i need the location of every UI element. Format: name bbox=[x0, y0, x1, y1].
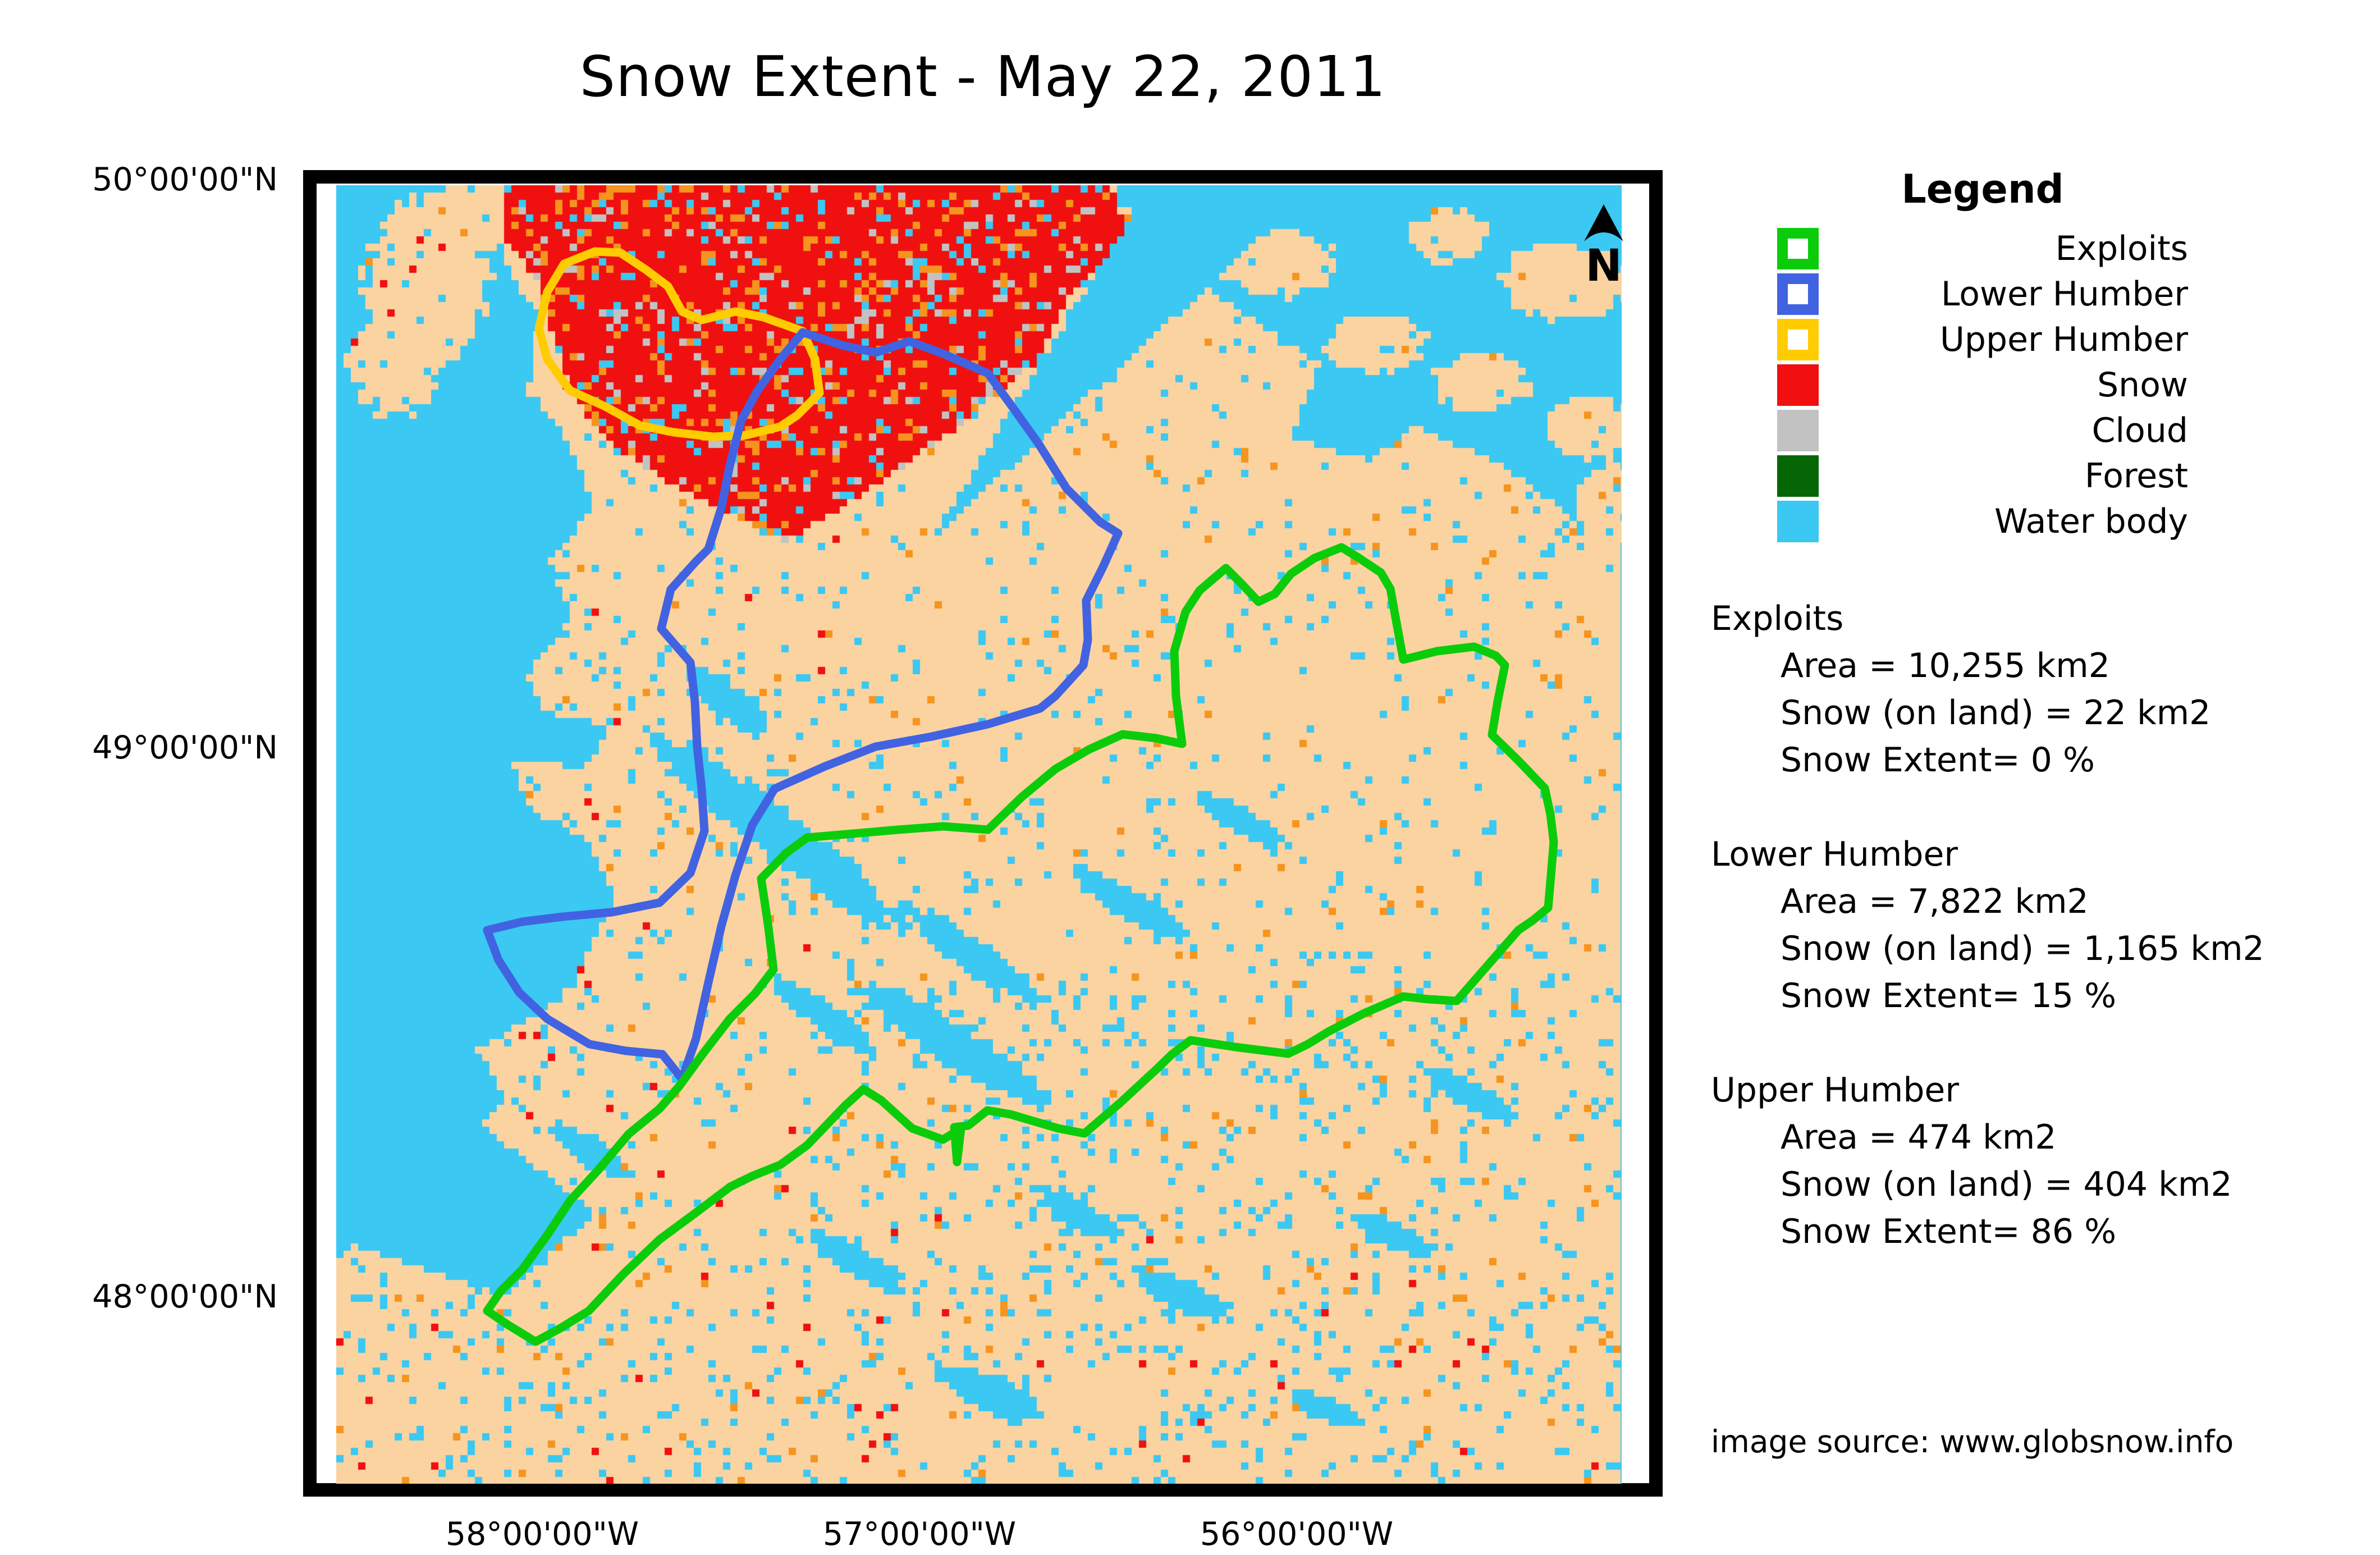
legend-item-label: Upper Humber bbox=[1939, 320, 2188, 359]
legend-item-label: Lower Humber bbox=[1940, 275, 2188, 314]
lon-label-56w: 56°00'00"W bbox=[1200, 1516, 1394, 1553]
legend-title: Legend bbox=[1901, 166, 2064, 212]
legend-swatch-forest bbox=[1777, 455, 1819, 497]
stats-block-upper-humber: Upper Humber Area = 474 km2 Snow (on lan… bbox=[1711, 1067, 2373, 1255]
legend-item-label: Forest bbox=[2084, 456, 2188, 496]
page-title: Snow Extent - May 22, 2011 bbox=[579, 44, 1386, 109]
legend-swatch-exploits bbox=[1777, 228, 1819, 269]
stats-line: Area = 7,822 km2 bbox=[1781, 882, 2089, 921]
lat-label-49n: 49°00'00"N bbox=[92, 729, 278, 766]
stats-block-lower-humber: Lower Humber Area = 7,822 km2 Snow (on l… bbox=[1711, 831, 2373, 1019]
legend-swatch-water bbox=[1777, 501, 1819, 542]
stats-block-exploits: Exploits Area = 10,255 km2 Snow (on land… bbox=[1711, 595, 2373, 784]
stats-header: Upper Humber bbox=[1711, 1071, 1960, 1110]
legend-item: Exploits bbox=[1777, 228, 2188, 269]
map-raster bbox=[336, 185, 1622, 1484]
stats-line: Area = 10,255 km2 bbox=[1781, 646, 2110, 685]
legend-item-label: Water body bbox=[1994, 502, 2188, 541]
legend-swatch-upper-humber bbox=[1777, 319, 1819, 360]
lon-label-58w: 58°00'00"W bbox=[445, 1516, 639, 1553]
stats-header: Lower Humber bbox=[1711, 835, 1958, 874]
legend-item: Snow bbox=[1777, 364, 2188, 406]
stats-header: Exploits bbox=[1711, 599, 1844, 638]
source-note: image source: www.globsnow.info bbox=[1711, 1424, 2234, 1460]
legend-item: Lower Humber bbox=[1777, 273, 2188, 315]
legend-panel: Legend Exploits Lower Humber Upper Humbe… bbox=[1777, 166, 2188, 546]
legend-item-label: Snow bbox=[2097, 365, 2188, 405]
lat-label-48n: 48°00'00"N bbox=[92, 1278, 278, 1315]
legend-item-label: Exploits bbox=[2055, 229, 2188, 268]
stats-line: Snow Extent= 0 % bbox=[1781, 740, 2095, 780]
lat-label-50n: 50°00'00"N bbox=[92, 161, 278, 198]
stats-line: Area = 474 km2 bbox=[1781, 1118, 2057, 1157]
stats-line: Snow (on land) = 404 km2 bbox=[1781, 1165, 2232, 1204]
legend-item: Cloud bbox=[1777, 410, 2188, 451]
stats-line: Snow (on land) = 22 km2 bbox=[1781, 693, 2211, 733]
legend-swatch-cloud bbox=[1777, 410, 1819, 451]
legend-item: Water body bbox=[1777, 501, 2188, 542]
legend-swatch-snow bbox=[1777, 364, 1819, 406]
stats-line: Snow Extent= 15 % bbox=[1781, 976, 2117, 1016]
legend-item: Upper Humber bbox=[1777, 319, 2188, 360]
legend-item: Forest bbox=[1777, 455, 2188, 497]
stats-line: Snow Extent= 86 % bbox=[1781, 1212, 2117, 1251]
legend-item-label: Cloud bbox=[2091, 411, 2188, 450]
legend-swatch-lower-humber bbox=[1777, 273, 1819, 315]
lon-label-57w: 57°00'00"W bbox=[822, 1516, 1017, 1553]
stats-line: Snow (on land) = 1,165 km2 bbox=[1781, 929, 2264, 968]
